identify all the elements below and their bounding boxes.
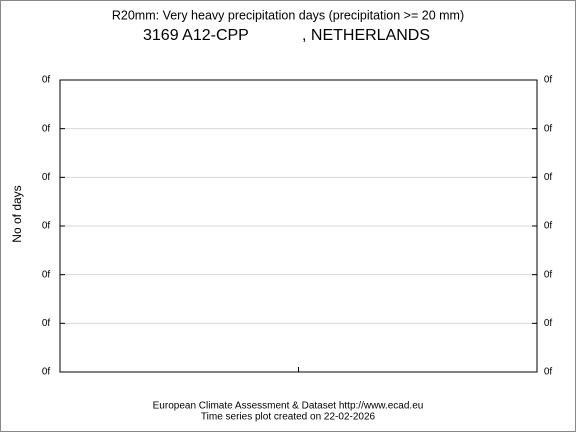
footer: European Climate Assessment & Dataset ht…: [153, 401, 424, 412]
y-tick-label: 0f: [42, 172, 51, 183]
y2-tick-label: 0f: [544, 123, 553, 134]
y2-tick-label: 0f: [544, 318, 553, 329]
y-tick-label: 0f: [42, 221, 51, 232]
y-tick-label: 0f: [42, 269, 51, 280]
y-tick-label: 0f: [42, 367, 51, 378]
y2-tick-label: 0f: [544, 367, 553, 378]
y-axis-label: No of days: [10, 185, 24, 242]
station: 3169 A12-CPP: [143, 27, 249, 44]
y2-tick-label: 0f: [544, 172, 553, 183]
y-tick-label: 0f: [42, 123, 51, 134]
footer: Time series plot created on 22-02-2026: [201, 412, 376, 423]
country: , NETHERLANDS: [302, 27, 430, 44]
y2-tick-label: 0f: [544, 269, 553, 280]
chart-title: R20mm: Very heavy precipitation days (pr…: [112, 8, 464, 22]
y-tick-label: 0f: [42, 318, 51, 329]
y-tick-label: 0f: [42, 75, 51, 86]
y2-tick-label: 0f: [544, 75, 553, 86]
y2-tick-label: 0f: [544, 221, 553, 232]
